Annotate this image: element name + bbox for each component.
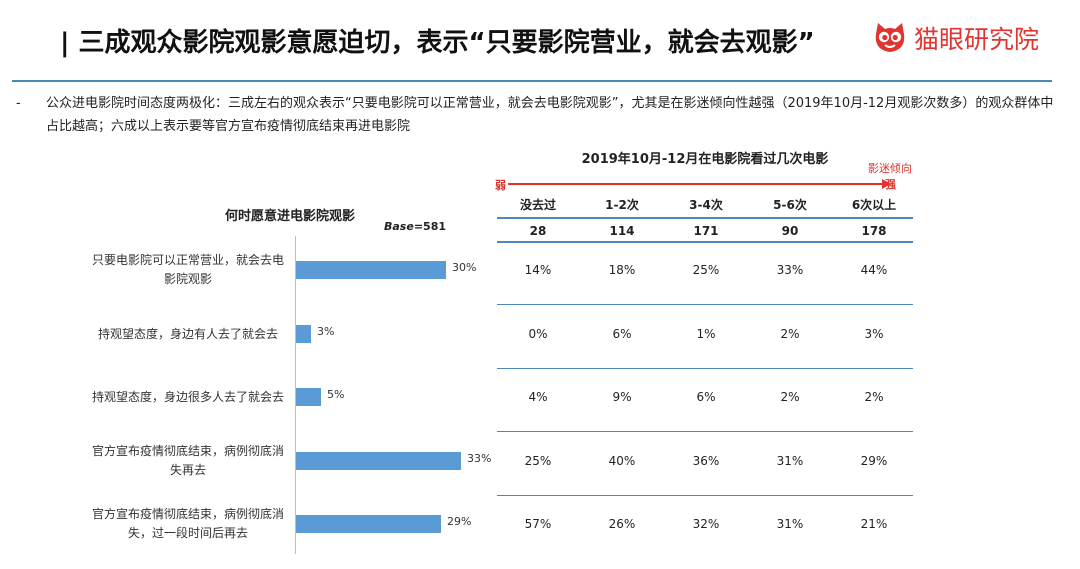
table-cell: 33% <box>776 263 804 277</box>
table-cell: 9% <box>612 390 632 404</box>
bar <box>296 515 441 533</box>
bar-chart-title: 何时愿意进电影院观影 <box>224 209 355 224</box>
bar-value-label: 33% <box>467 452 492 465</box>
table-cell: 6% <box>696 390 716 404</box>
table-column-header: 没去过 <box>519 198 556 212</box>
table-divider <box>497 495 913 496</box>
bar <box>296 452 461 470</box>
table-cell: 6% <box>612 327 632 341</box>
note-text: 公众进电影院时间态度两极化：三成左右的观众表示“只要电影院可以正常营业，就会去电… <box>46 96 1054 134</box>
bar-category-label: 只要电影院可以正常营业，就会去电影院观影 <box>91 253 284 286</box>
table-cell: 3% <box>864 327 884 341</box>
trend-arrow-line <box>508 183 884 185</box>
table-base-cell: 114 <box>609 224 635 238</box>
strong-label: 强 <box>885 178 896 191</box>
trend-arrow-head-icon <box>882 179 891 189</box>
table-cell: 0% <box>528 327 548 341</box>
table-column-header: 1-2次 <box>605 198 639 212</box>
brand-logo: 猫眼研究院 <box>872 20 1039 56</box>
bar-value-label: 30% <box>452 261 477 274</box>
bar <box>296 261 446 279</box>
bar <box>296 325 311 343</box>
table-cell: 4% <box>528 390 548 404</box>
page-title: | 三成观众影院观影意愿迫切，表示“只要影院营业，就会去观影” <box>60 28 815 58</box>
note-bullet: - <box>16 96 21 111</box>
base-key: Base <box>384 220 414 233</box>
table-cell: 31% <box>776 517 804 531</box>
base-value: =581 <box>413 220 447 233</box>
summary-note: - 公众进电影院时间态度两极化：三成左右的观众表示“只要电影院可以正常营业，就会… <box>16 92 1056 138</box>
bar-category-label: 官方宣布疫情彻底结束，病例彻底消失再去 <box>91 444 284 477</box>
trend-label: 影迷倾向 <box>868 162 912 175</box>
table-divider <box>497 431 913 432</box>
table-divider <box>497 368 913 369</box>
table-cell: 14% <box>524 263 552 277</box>
table-divider <box>497 241 913 243</box>
table-cell: 40% <box>608 454 636 468</box>
bar-chart-axis <box>295 236 296 554</box>
table-title: 2019年10月-12月在电影院看过几次电影 <box>581 152 829 167</box>
table-column-header: 6次以上 <box>851 198 897 212</box>
logo-text: 猫眼研究院 <box>914 25 1040 54</box>
cat-logo-icon <box>875 23 905 52</box>
bar-value-label: 3% <box>317 325 335 338</box>
table-cell: 2% <box>780 390 800 404</box>
table-cell: 31% <box>776 454 804 468</box>
table-cell: 25% <box>692 263 720 277</box>
base-label: Base=581 <box>384 220 446 233</box>
table-divider <box>497 217 913 219</box>
weak-label: 弱 <box>495 179 506 192</box>
bar-value-label: 5% <box>327 388 345 401</box>
table-base-cell: 171 <box>693 224 719 238</box>
table-cell: 1% <box>696 327 716 341</box>
table-column-header: 3-4次 <box>689 198 723 212</box>
bar-category-label: 持观望态度，身边有人去了就会去 <box>97 326 278 341</box>
bar-value-label: 29% <box>447 515 472 528</box>
table-cell: 2% <box>780 327 800 341</box>
table-column-header: 5-6次 <box>773 198 807 212</box>
bar <box>296 388 321 406</box>
table-divider <box>497 304 913 305</box>
table-base-cell: 28 <box>529 224 547 238</box>
table-cell: 29% <box>860 454 888 468</box>
table-cell: 18% <box>608 263 636 277</box>
table-base-cell: 90 <box>781 224 799 238</box>
table-base-cell: 178 <box>861 224 887 238</box>
table-cell: 57% <box>524 517 552 531</box>
table-cell: 26% <box>608 517 636 531</box>
table-cell: 21% <box>860 517 888 531</box>
bar-category-label: 官方宣布疫情彻底结束，病例彻底消失，过一段时间后再去 <box>91 507 284 540</box>
table-cell: 32% <box>692 517 720 531</box>
table-cell: 2% <box>864 390 884 404</box>
table-cell: 44% <box>860 263 888 277</box>
table-cell: 36% <box>692 454 720 468</box>
table-cell: 25% <box>524 454 552 468</box>
header-divider <box>12 80 1052 82</box>
bar-category-label: 持观望态度，身边很多人去了就会去 <box>91 389 284 404</box>
